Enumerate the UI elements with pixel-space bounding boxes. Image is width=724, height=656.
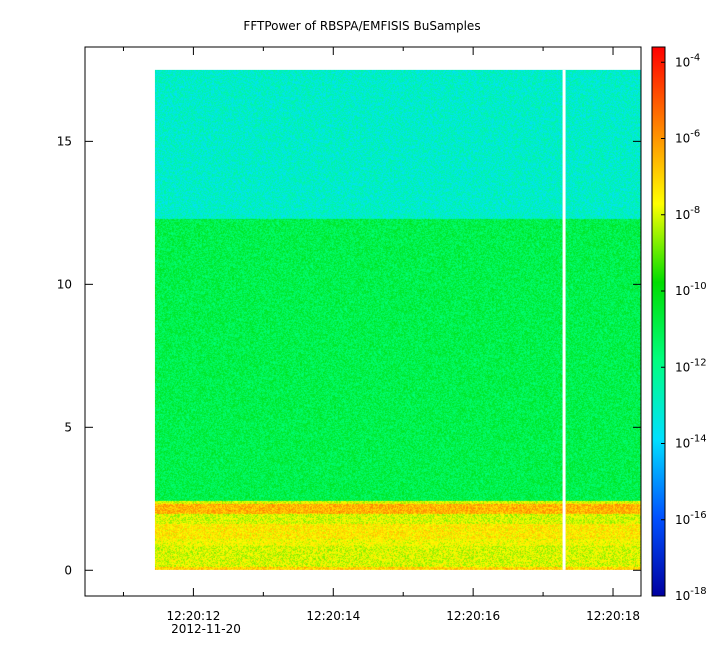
colorbar-axis: 10-4 10-6 10-8 10-10 10-12 10-14 10-16 10-18 (661, 52, 707, 603)
plot-border (84, 46, 642, 597)
y-axis: 0 5 10 15 (57, 134, 641, 577)
colorbar-tick-label: 10-10 (675, 281, 707, 298)
y-tick-label: 5 (64, 420, 72, 434)
y-tick-label: 15 (57, 134, 72, 148)
x-axis: 12:20:12 12:20:14 12:20:16 12:20:18 (122, 47, 640, 623)
x-tick-label: 12:20:12 (166, 609, 220, 623)
colorbar-tick-label: 10-18 (675, 586, 707, 603)
colorbar-tick-label: 10-14 (675, 434, 707, 451)
x-tick-label: 12:20:14 (306, 609, 360, 623)
colorbar-tick-label: 10-8 (675, 205, 700, 222)
y-tick-label: 10 (57, 277, 72, 291)
colorbar-tick-label: 10-4 (675, 52, 700, 69)
x-date-label: 2012-11-20 (171, 622, 241, 636)
chart-title: FFTPower of RBSPA/EMFISIS BuSamples (243, 19, 480, 33)
colorbar-gradient (651, 46, 666, 597)
y-tick-label: 0 (64, 563, 72, 577)
plot-area: 12:20:12 12:20:14 12:20:16 12:20:18 0 5 10 15 (57, 46, 642, 623)
colorbar-tick-label: 10-16 (675, 510, 707, 527)
colorbar: 10-4 10-6 10-8 10-10 10-12 10-14 10-16 10-18 (651, 46, 707, 603)
colorbar-tick-label: 10-12 (675, 357, 707, 374)
data-gap (562, 69, 566, 570)
heatmap-image (154, 69, 641, 570)
colorbar-tick-label: 10-6 (675, 129, 700, 146)
heatmap (154, 69, 641, 570)
x-tick-label: 12:20:16 (446, 609, 500, 623)
x-tick-label: 12:20:18 (586, 609, 640, 623)
